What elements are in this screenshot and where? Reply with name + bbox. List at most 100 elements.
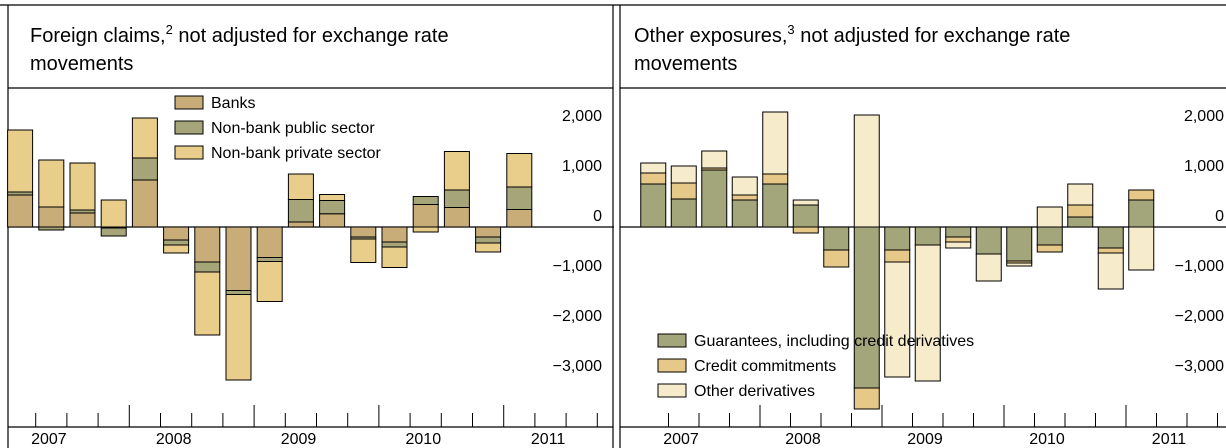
bar-segment	[256, 261, 283, 302]
x-tick-label: 2008	[156, 431, 192, 448]
bar-segment	[225, 294, 252, 381]
bar-segment	[194, 226, 221, 263]
bar-segment	[194, 261, 221, 273]
bar-segment	[792, 204, 819, 228]
bar-segment	[731, 194, 758, 201]
bar-segment	[1128, 199, 1155, 228]
x-tick-label: 2011	[1152, 431, 1187, 448]
bar-segment	[1067, 183, 1094, 206]
x-tick-label: 2010	[406, 431, 442, 448]
legend-swatch	[174, 95, 204, 110]
chart-title: movements	[30, 53, 133, 75]
bar-segment	[1128, 189, 1155, 201]
bar-segment	[256, 226, 283, 258]
bar-segment	[225, 290, 252, 295]
bar-segment	[38, 159, 65, 208]
y-tick-label: 0	[593, 208, 602, 225]
bar-segment	[670, 182, 697, 200]
bar-segment	[1128, 226, 1155, 271]
bar-segment	[506, 186, 533, 210]
bar-segment	[884, 226, 911, 251]
bar-segment	[1006, 226, 1033, 262]
bar-segment	[7, 194, 34, 228]
bar-segment	[640, 162, 667, 174]
y-tick-label: 1,000	[1184, 158, 1224, 175]
bar-segment	[884, 249, 911, 263]
bar-segment	[823, 249, 850, 268]
bar-segment	[412, 226, 439, 233]
bar-segment	[792, 199, 819, 206]
bar-segment	[640, 183, 667, 228]
legend-swatch	[657, 333, 687, 348]
bar-segment	[731, 176, 758, 196]
bar-segment	[194, 271, 221, 336]
legend-label: Other derivatives	[694, 383, 815, 400]
y-tick-label: 0	[1215, 208, 1224, 225]
bar-segment	[381, 226, 408, 243]
chart-title: movements	[634, 53, 737, 75]
bar-segment	[443, 207, 470, 228]
bar-segment	[475, 236, 502, 244]
bar-segment	[38, 206, 65, 228]
x-tick-label: 2009	[907, 431, 943, 448]
title-part: not adjusted for exchange rate	[173, 25, 449, 47]
bar-segment	[731, 199, 758, 228]
bar-segment	[475, 242, 502, 253]
bar-segment	[381, 241, 408, 248]
legend-label: Non-bank public sector	[211, 120, 375, 137]
bar-segment	[670, 165, 697, 184]
title-part: Foreign claims,	[30, 25, 166, 47]
bar-segment	[38, 226, 65, 231]
bar-segment	[506, 209, 533, 228]
legend-label: Non-bank private sector	[211, 145, 382, 162]
bar-segment	[1097, 252, 1124, 290]
x-tick-label: 2008	[785, 431, 821, 448]
bar-segment	[823, 226, 850, 251]
bar-segment	[350, 226, 377, 238]
legend-label: Credit commitments	[694, 358, 836, 375]
bar-segment	[1097, 247, 1124, 254]
bar-segment	[1067, 204, 1094, 218]
bar-segment	[762, 111, 789, 175]
y-tick-label: −2,000	[1175, 308, 1224, 325]
bar-segment	[853, 226, 880, 389]
bar-segment	[69, 212, 96, 228]
y-tick-label: −2,000	[553, 308, 602, 325]
bar-segment	[131, 179, 158, 228]
y-tick-label: 2,000	[1184, 108, 1224, 125]
x-tick-label: 2010	[1029, 431, 1065, 448]
chart-title: Foreign claims,2 not adjusted for exchan…	[30, 22, 449, 47]
bar-segment	[7, 129, 34, 193]
y-tick-label: 2,000	[562, 108, 602, 125]
x-tick-label: 2007	[663, 431, 699, 448]
bar-segment	[163, 244, 190, 254]
bar-segment	[475, 226, 502, 238]
bar-segment	[1067, 216, 1094, 228]
bar-segment	[256, 257, 283, 262]
bar-segment	[319, 213, 346, 228]
x-tick-label: 2009	[281, 431, 317, 448]
title-part: 3	[787, 22, 794, 37]
bar-segment	[319, 200, 346, 215]
bar-segment	[670, 198, 697, 228]
bar-segment	[443, 151, 470, 191]
bar-segment	[792, 226, 819, 234]
legend-swatch	[174, 120, 204, 135]
bar-segment	[287, 199, 314, 223]
y-tick-label: −1,000	[1175, 258, 1224, 275]
bar-segment	[701, 150, 728, 169]
bar-segment	[975, 253, 1002, 282]
bar-segment	[762, 173, 789, 185]
bar-segment	[853, 387, 880, 410]
legend-label: Guarantees, including credit derivatives	[694, 333, 974, 350]
bar-segment	[762, 183, 789, 228]
bar-segment	[100, 199, 127, 228]
bar-segment	[1097, 226, 1124, 249]
bar-segment	[131, 117, 158, 159]
y-tick-label: 1,000	[562, 158, 602, 175]
bar-segment	[163, 226, 190, 241]
bar-segment	[287, 173, 314, 200]
bar-segment	[163, 239, 190, 246]
